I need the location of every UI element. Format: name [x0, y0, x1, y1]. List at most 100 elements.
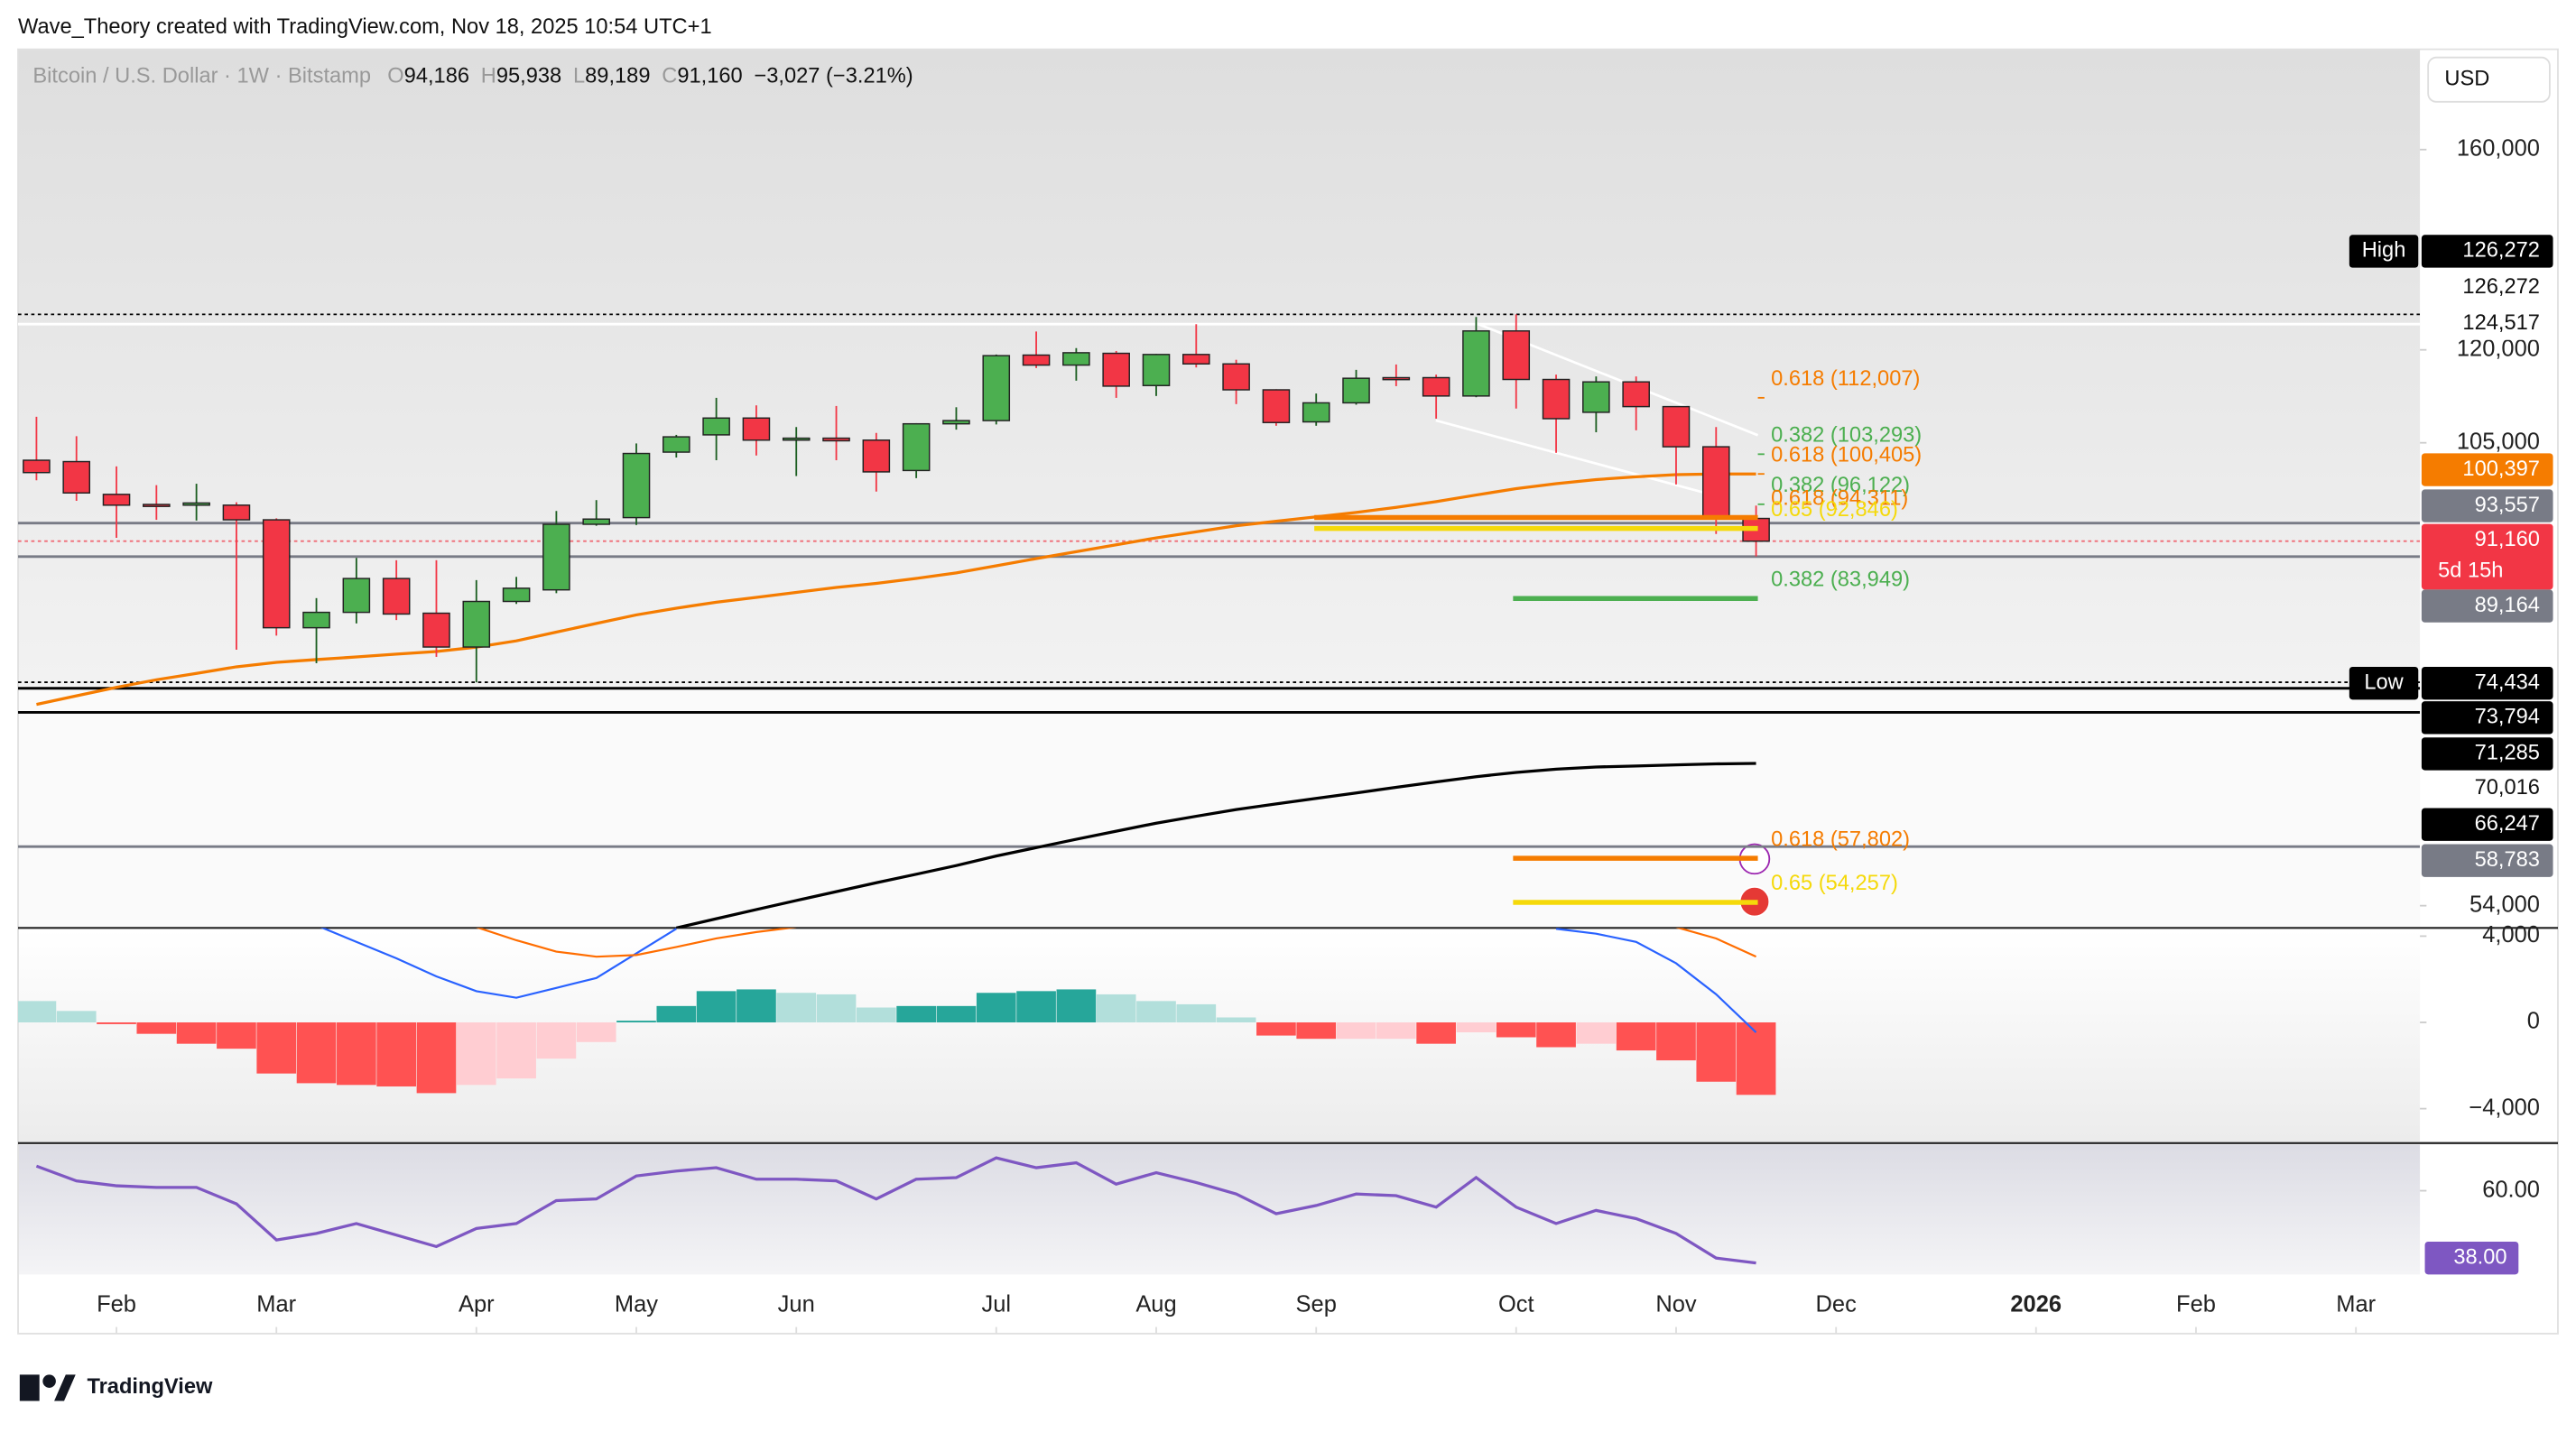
- change: −3,027 (−3.21%): [754, 65, 913, 88]
- y-tick-label: 0: [2527, 1009, 2540, 1034]
- fib-label: 0.382 (103,293): [1771, 424, 1922, 448]
- histogram-bar: [576, 1022, 616, 1042]
- price-label: 124,517: [2462, 311, 2540, 335]
- y-tick-label: 105,000: [2457, 429, 2540, 454]
- x-tick-label: Aug: [1135, 1292, 1176, 1317]
- y-tick-label: 4,000: [2482, 922, 2540, 947]
- candle-body: [502, 587, 531, 603]
- price-label: 93,557: [2475, 494, 2540, 517]
- price-label-box: [2421, 772, 2553, 805]
- price-label-box: [2421, 489, 2553, 522]
- price-label: 73,794: [2475, 706, 2540, 729]
- currency[interactable]: USD: [2444, 68, 2489, 91]
- candle-body: [1302, 402, 1330, 423]
- histogram-bar: [1336, 1022, 1376, 1040]
- x-tick-label: Nov: [1655, 1292, 1697, 1317]
- histogram-bar: [976, 993, 1016, 1023]
- candle-body: [582, 518, 610, 525]
- line-series: [476, 928, 797, 958]
- candle-body: [1382, 376, 1411, 381]
- x-tick-label: Mar: [256, 1292, 296, 1317]
- currency-button[interactable]: [2427, 56, 2551, 103]
- candle-body: [23, 459, 51, 474]
- candle-body: [1142, 354, 1171, 386]
- fib-label: 0.618 (112,007): [1771, 367, 1920, 391]
- x-tick-label: Dec: [1816, 1292, 1858, 1317]
- price-label: 71,285: [2475, 742, 2540, 765]
- price-label-box: [2421, 235, 2553, 268]
- candle-body: [1502, 330, 1531, 381]
- price-label-box: [2421, 808, 2553, 841]
- price-label-box: [2421, 701, 2553, 735]
- symbol: Bitcoin / U.S. Dollar · 1W · Bitstamp: [32, 65, 371, 88]
- main-pane-lower-bg: [18, 686, 2421, 929]
- candle-body: [942, 420, 970, 425]
- candle-body: [622, 452, 651, 519]
- price-label-box: [2421, 737, 2553, 771]
- candle-body: [902, 422, 931, 472]
- histogram-bar: [136, 1022, 177, 1034]
- candle-body: [1342, 377, 1370, 404]
- price-label: 126,272: [2462, 239, 2540, 263]
- histogram-bar: [217, 1022, 256, 1049]
- ohlc-value: 91,160: [677, 65, 742, 88]
- y-tick-label: 160,000: [2457, 135, 2540, 161]
- price-tag-box: [2349, 235, 2419, 268]
- histogram-bar: [1656, 1022, 1696, 1061]
- histogram-bar: [337, 1022, 376, 1086]
- y-tick-label: 60.00: [2482, 1177, 2540, 1202]
- candle-body: [822, 437, 850, 442]
- candle-body: [422, 612, 450, 648]
- candle-body: [1102, 352, 1130, 387]
- line-series: [1675, 928, 1757, 958]
- ohlc-key: L: [573, 65, 585, 88]
- histogram-bar: [1496, 1022, 1536, 1038]
- x-tick-label: Feb: [2176, 1292, 2216, 1317]
- x-tick-label: 2026: [2010, 1292, 2062, 1317]
- histogram-bar: [1376, 1022, 1416, 1040]
- histogram-bar: [1096, 994, 1136, 1023]
- x-tick-label: Jul: [981, 1292, 1011, 1317]
- candle-body: [1222, 363, 1250, 391]
- x-tick-label: Apr: [459, 1292, 495, 1317]
- candle-body: [1262, 389, 1291, 423]
- line-series: [36, 472, 1756, 707]
- candle-body: [262, 519, 291, 629]
- candle-body: [1662, 405, 1691, 448]
- candle-body: [182, 502, 210, 506]
- x-tick-label: Mar: [2336, 1292, 2376, 1317]
- fib-label: 0.382 (96,122): [1771, 474, 1910, 497]
- histogram-bar: [776, 993, 817, 1023]
- x-tick-label: Jun: [778, 1292, 815, 1317]
- histogram-bar: [296, 1022, 337, 1084]
- y-tick-label: 120,000: [2457, 336, 2540, 361]
- fib-label: 0.65 (92,846): [1771, 498, 1898, 522]
- histogram-bar: [1176, 1003, 1217, 1023]
- histogram-bar: [56, 1011, 97, 1023]
- candle-body: [222, 504, 251, 521]
- main-pane-bg: [18, 49, 2421, 687]
- histogram-bar: [456, 1022, 496, 1086]
- line-series: [1555, 928, 1757, 1033]
- x-tick-label: May: [615, 1292, 658, 1317]
- histogram-bar: [1136, 1001, 1176, 1023]
- candle-body: [302, 611, 330, 629]
- price-label: 66,247: [2475, 812, 2540, 836]
- price-label: 100,397: [2462, 458, 2540, 481]
- histogram-bar: [496, 1022, 536, 1079]
- ohlc-value: 95,938: [496, 65, 561, 88]
- candle-body: [1182, 354, 1210, 365]
- price-label-box: [2421, 589, 2553, 623]
- candle-body: [702, 417, 730, 436]
- histogram-bar: [97, 1022, 136, 1024]
- candle-body: [342, 578, 371, 614]
- x-tick-label: Sep: [1296, 1292, 1337, 1317]
- histogram-bar: [1456, 1022, 1496, 1032]
- y-tick-label: 54,000: [2469, 892, 2540, 917]
- line-series: [675, 762, 1756, 929]
- candle-body: [1462, 330, 1490, 397]
- countdown: 5d 15h: [2438, 559, 2503, 583]
- candle-body: [1422, 376, 1450, 397]
- histogram-bar: [1536, 1022, 1576, 1048]
